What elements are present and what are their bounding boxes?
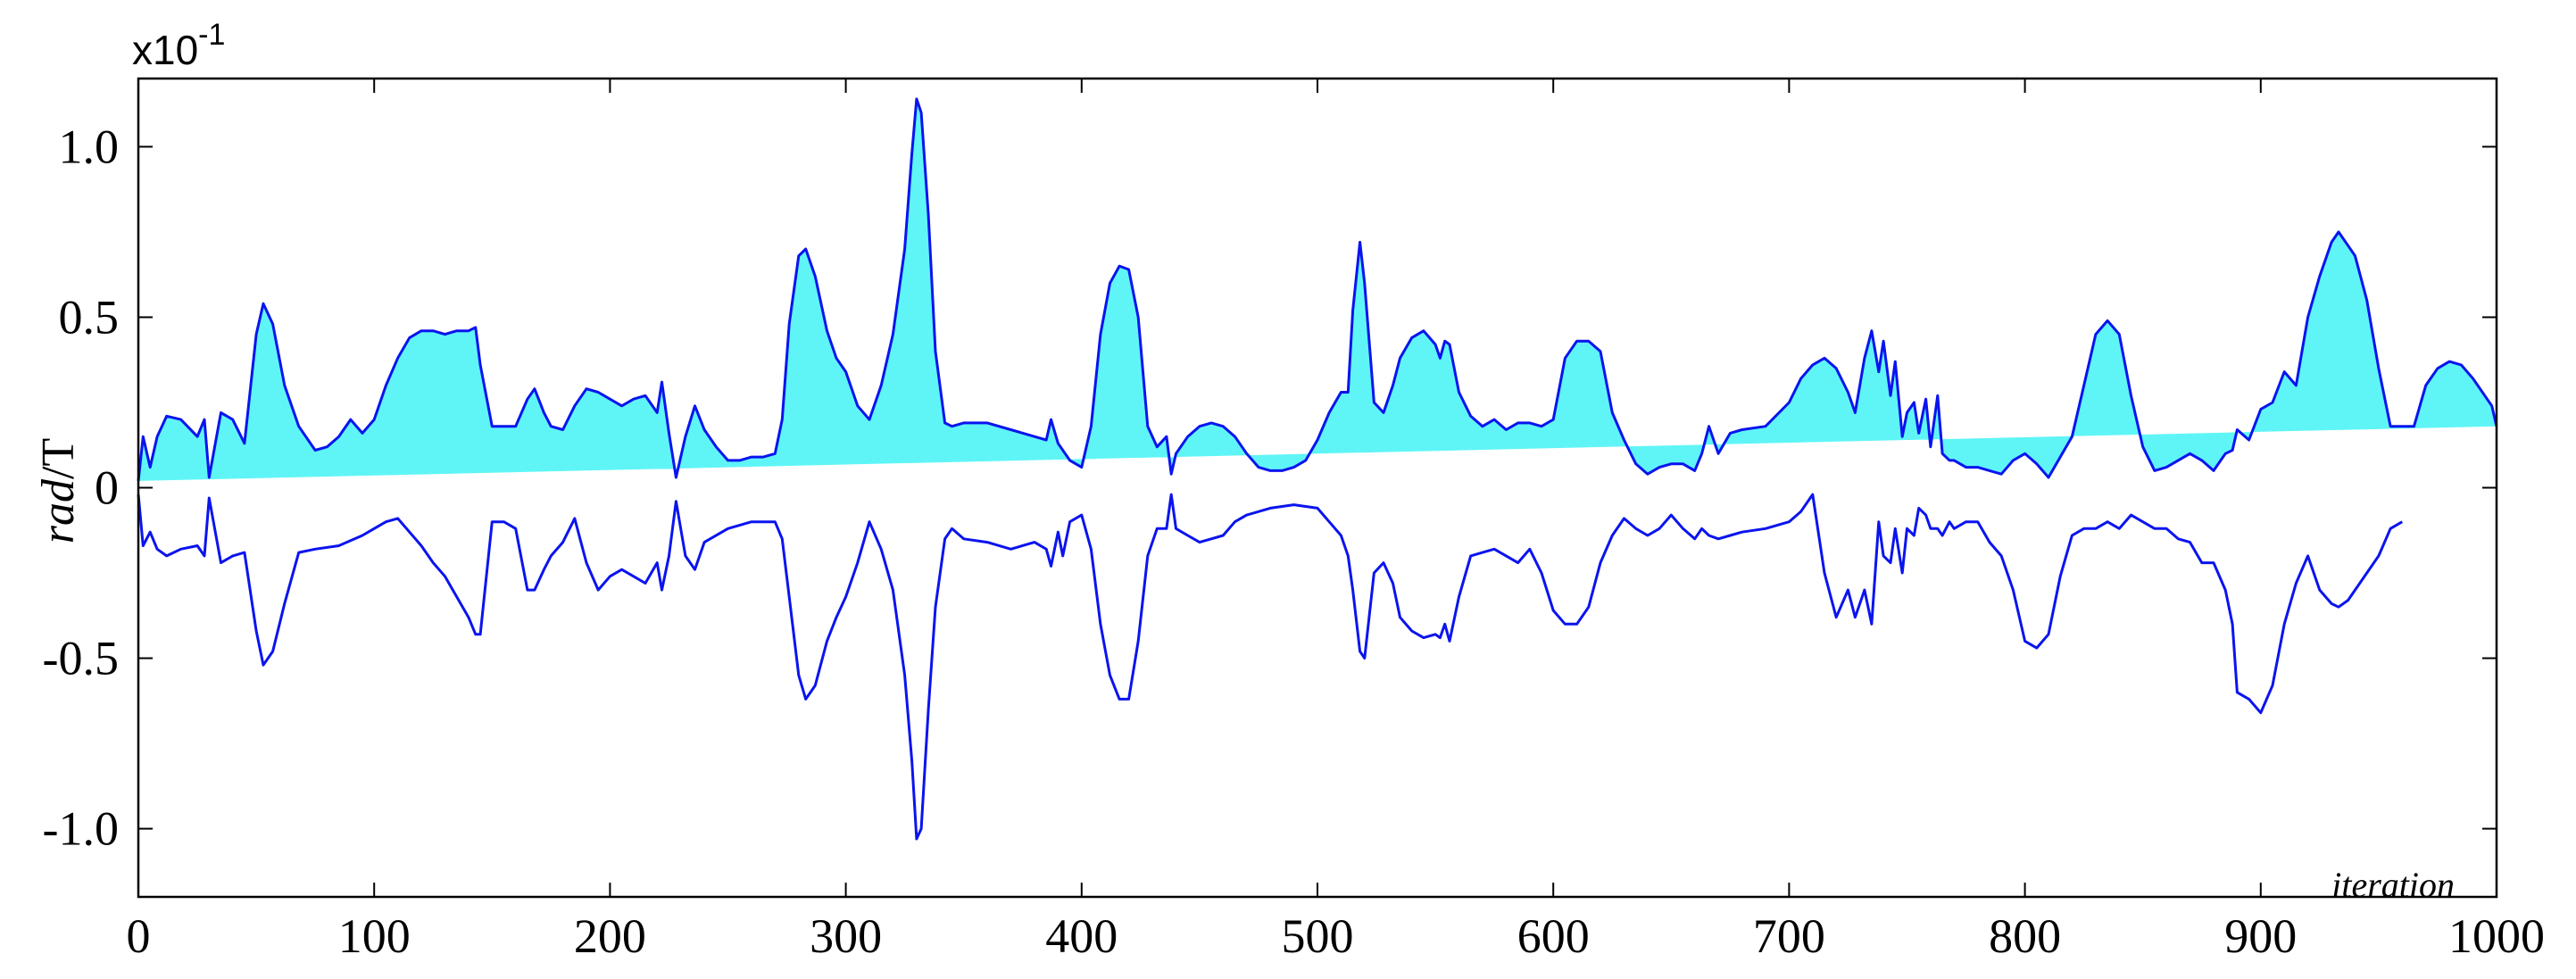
x-tick-label: 0 (127, 909, 151, 963)
upper-envelope-line (137, 97, 2498, 482)
y-scale-factor: x10-1 (132, 18, 225, 73)
plot-area (137, 97, 2498, 841)
x-axis-label: iteration (2331, 865, 2455, 905)
x-tick-label: 300 (810, 909, 882, 963)
x-tick-label: 400 (1045, 909, 1118, 963)
envelope-band (138, 98, 2497, 481)
x-tick-label: 900 (2224, 909, 2297, 963)
x-tick-label: 600 (1517, 909, 1590, 963)
x-tick-label: 200 (574, 909, 646, 963)
axis-ticks: 0 100 200 300 400 500 600 700 800 900 1000 -1.0 -0.5… (43, 79, 2545, 963)
x-tick-label: 100 (338, 909, 411, 963)
y-axis-label: rad/T (33, 438, 84, 543)
lower-envelope-line (137, 493, 2404, 841)
y-scale-exponent: -1 (198, 18, 225, 52)
x-tick-label: 700 (1753, 909, 1825, 963)
y-tick-label: 1.0 (59, 120, 120, 173)
x-tick-label: 500 (1282, 909, 1354, 963)
y-axis-label-italic: rad (33, 478, 84, 543)
y-tick-label: 0 (95, 461, 119, 515)
y-axis-label-rest: /T (33, 438, 84, 479)
x-tick-label: 1000 (2448, 909, 2545, 963)
y-tick-label: 0.5 (59, 290, 120, 344)
y-tick-label: -0.5 (43, 632, 119, 685)
y-scale-base: x10 (132, 27, 198, 73)
y-tick-label: -1.0 (43, 802, 119, 856)
axes-frame (137, 77, 2498, 899)
x-tick-label: 800 (1989, 909, 2061, 963)
